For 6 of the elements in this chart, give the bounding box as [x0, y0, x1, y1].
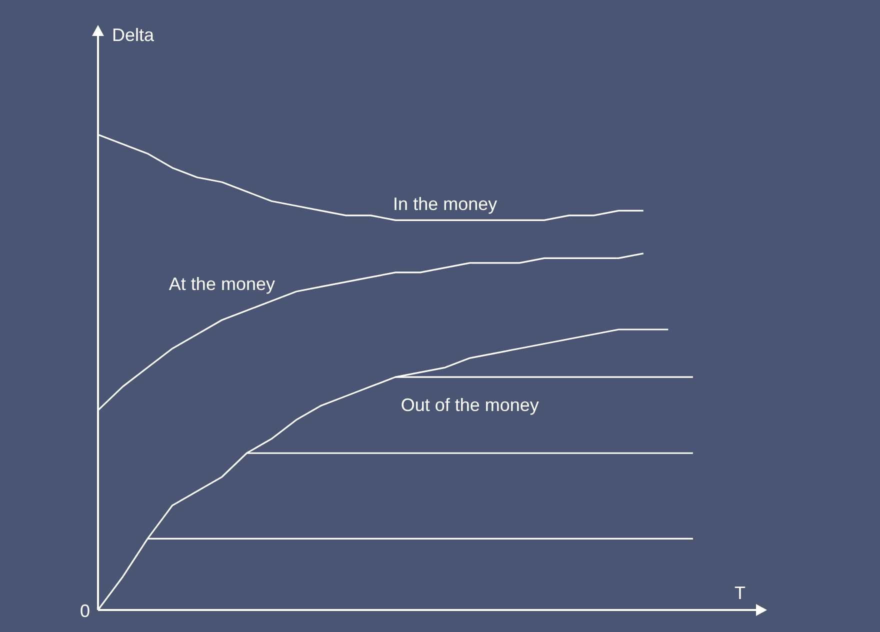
- series-label: In the money: [393, 194, 498, 214]
- y-axis-title: Delta: [112, 24, 156, 45]
- series-label: Out of the money: [400, 395, 539, 416]
- annotation: 0: [80, 600, 90, 621]
- x-axis-title: T: [734, 582, 746, 603]
- series-label: At the money: [168, 274, 275, 294]
